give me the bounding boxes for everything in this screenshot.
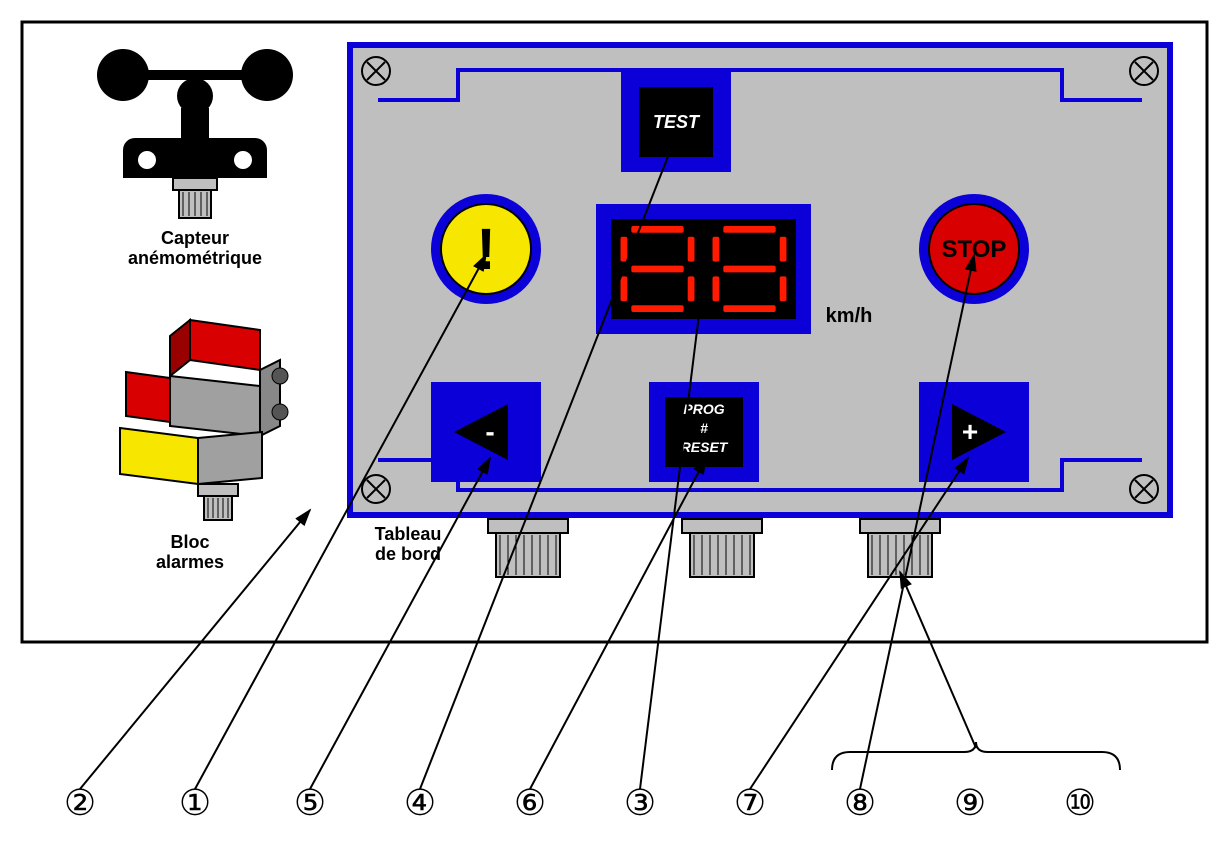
svg-text:-: - [485,416,494,447]
callout-ref: ② [64,782,96,823]
callout-ref: ⑩ [1064,782,1096,823]
callout-ref: ⑦ [734,782,766,823]
alarm-block-caption: Bloc [170,532,209,552]
anemometer-caption: anémométrique [128,248,262,268]
cable-connector [682,519,762,577]
cable-connector [488,519,568,577]
svg-text:#: # [700,420,708,436]
unit-label: km/h [826,305,873,327]
anemometer-caption: Capteur [161,228,229,248]
svg-text:+: + [962,416,978,447]
svg-text:PROG: PROG [683,401,724,417]
curly-brace [832,742,1120,770]
svg-text:RESET: RESET [681,439,729,455]
callout-ref: ③ [624,782,656,823]
callout-ref: ① [179,782,211,823]
panel-caption: Tableau [375,524,442,544]
callout-ref: ⑧ [844,782,876,823]
cable-connector [860,519,940,577]
callout-ref: ⑨ [954,782,986,823]
callout-ref: ④ [404,782,436,823]
warning-icon: ! [476,217,495,282]
callout-ref: ⑥ [514,782,546,823]
alarm-block-caption: alarmes [156,552,224,572]
test-button-label: TEST [653,112,701,132]
callout-ref: ⑤ [294,782,326,823]
panel-caption: de bord [375,544,441,564]
